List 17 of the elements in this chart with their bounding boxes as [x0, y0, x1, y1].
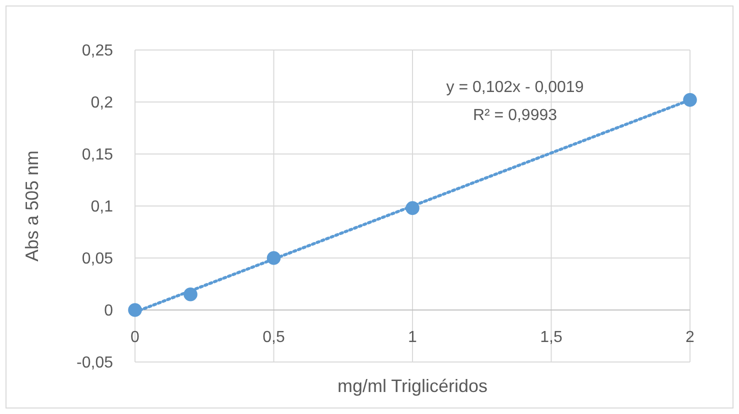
- y-tick-label: 0,2: [90, 94, 114, 112]
- y-tick-label: 0,15: [82, 146, 114, 164]
- x-tick-label: 1: [408, 329, 418, 346]
- y-tick-label: 0,1: [90, 198, 114, 216]
- x-tick-label: 0: [130, 329, 140, 346]
- annotation: y = 0,102x - 0,0019: [446, 79, 584, 96]
- point: [683, 93, 697, 107]
- y-tick-label: 0: [104, 302, 114, 320]
- annotation: R² = 0,9993: [472, 107, 558, 124]
- y-tick-label: 0,25: [82, 42, 114, 60]
- y-axis-title: Abs a 505 nm: [22, 150, 42, 262]
- y-tick-label: 0,05: [82, 250, 114, 268]
- x-axis-title: mg/ml Triglicéridos: [337, 376, 488, 396]
- x-tick-label: 2: [686, 329, 695, 346]
- x-tick-label: 1,5: [540, 329, 562, 346]
- y-tick-label: -0,05: [76, 354, 114, 372]
- x-tick-label: 0,5: [262, 329, 285, 346]
